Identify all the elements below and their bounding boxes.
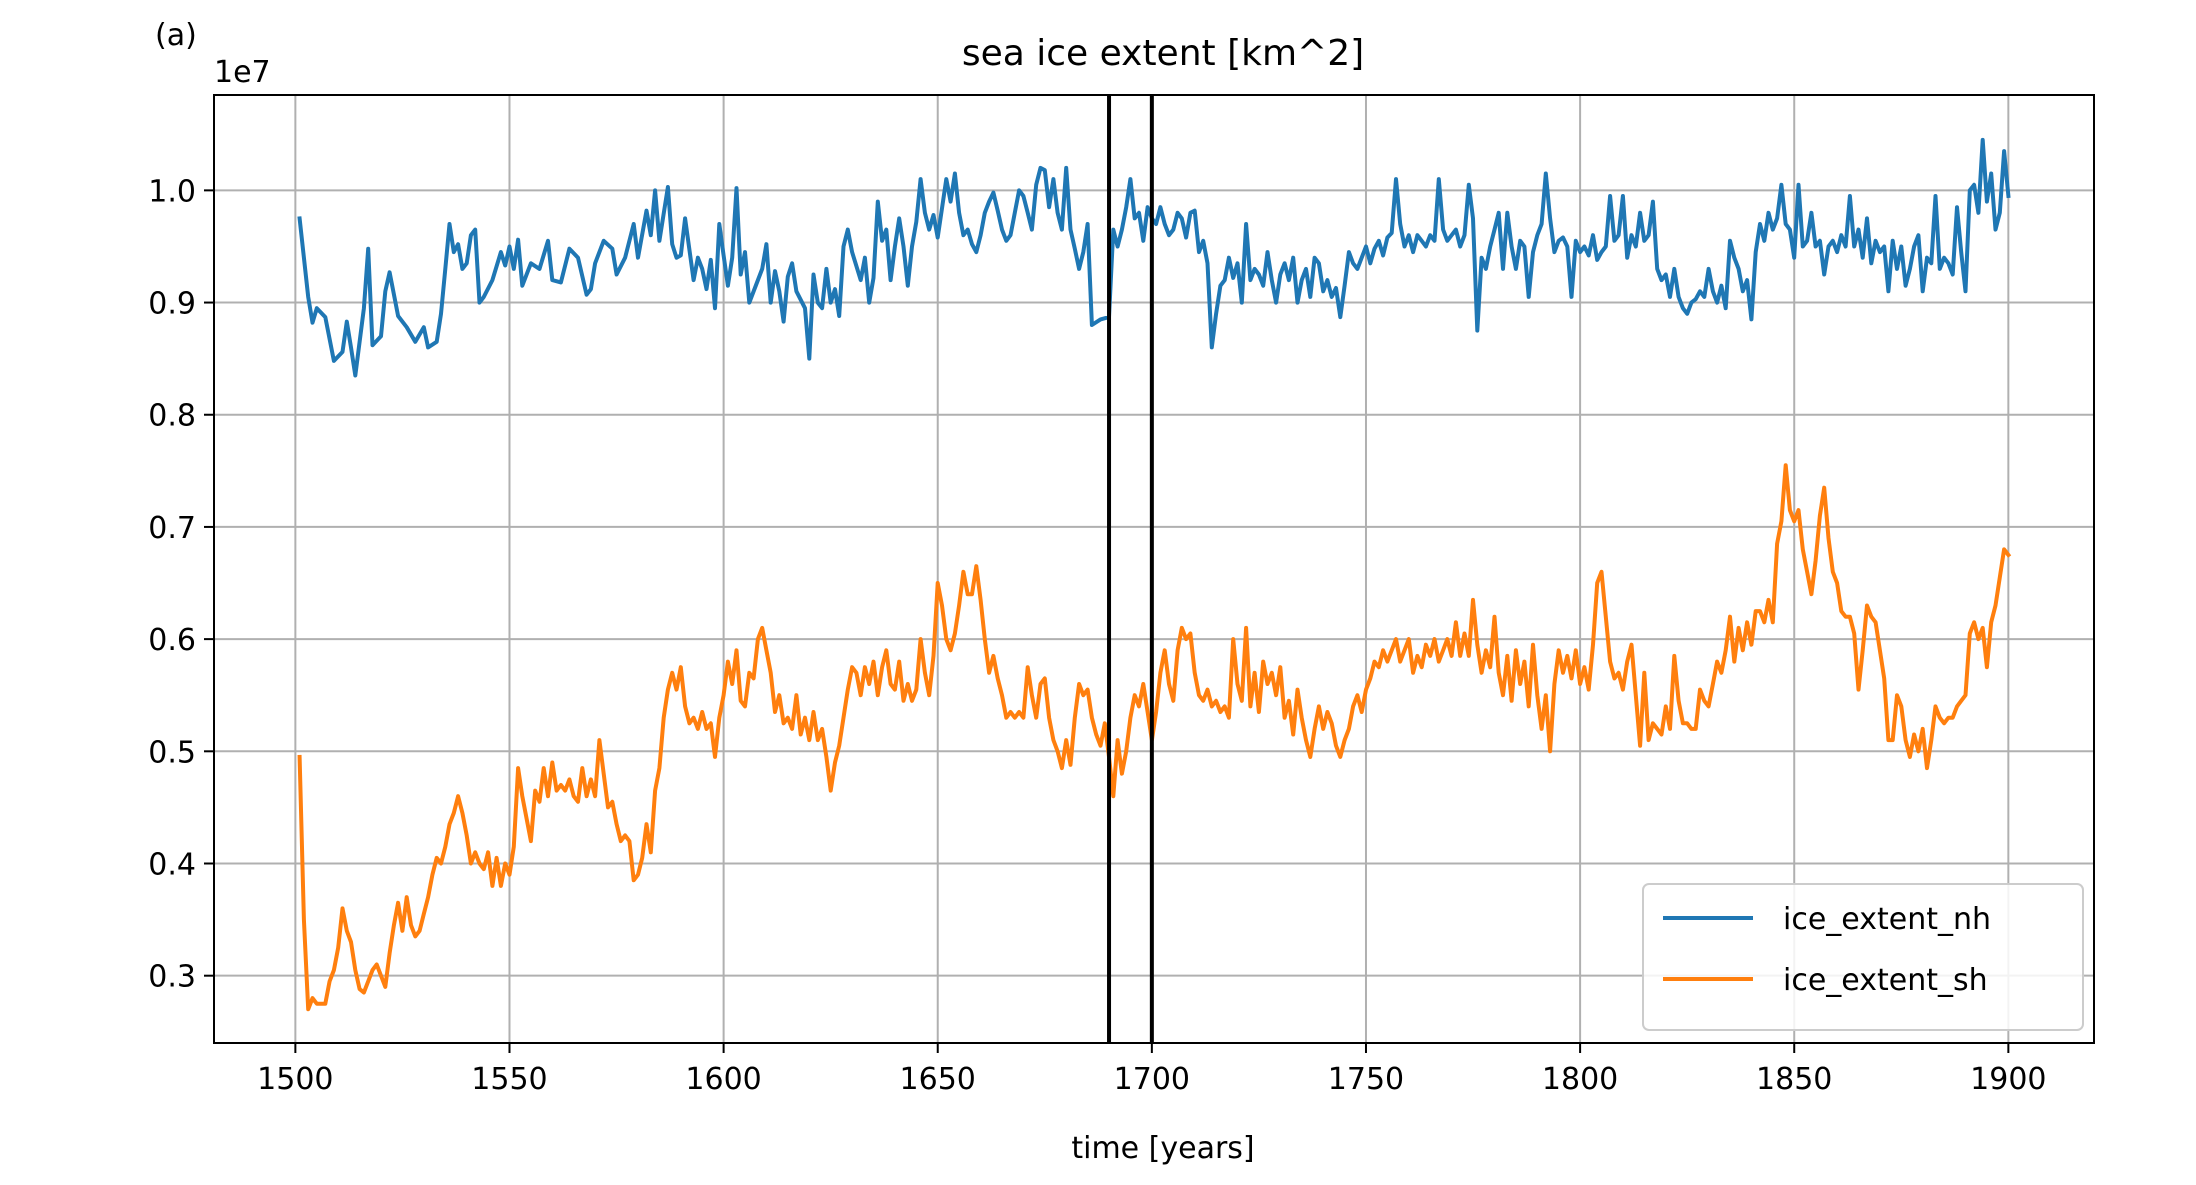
y-axis-ticks: 0.3 0.4 0.5 0.6 0.7 0.8 0.9 1.0 bbox=[148, 174, 214, 995]
axes-frame bbox=[213, 94, 2095, 1044]
x-tick-label: 1500 bbox=[257, 1062, 333, 1097]
legend: ice_extent_nh ice_extent_sh bbox=[1642, 883, 2084, 1031]
x-axis-ticks: 1500 1550 1600 1650 1700 1750 1800 1850 1900 bbox=[257, 1043, 2047, 1097]
x-tick-label: 1650 bbox=[900, 1062, 976, 1097]
y-offset-text: 1e7 bbox=[214, 55, 271, 90]
y-tick-label: 0.5 bbox=[148, 735, 196, 770]
legend-frame bbox=[1642, 883, 2084, 1031]
y-tick-label: 1.0 bbox=[148, 174, 196, 209]
series-line-ice_extent_sh bbox=[297, 463, 2012, 1012]
x-tick-label: 1850 bbox=[1756, 1062, 1832, 1097]
x-tick-label: 1700 bbox=[1114, 1062, 1190, 1097]
y-tick-label: 0.7 bbox=[148, 511, 196, 546]
legend-label-sh: ice_extent_sh bbox=[1783, 963, 1988, 998]
y-tick-label: 0.6 bbox=[148, 623, 196, 658]
x-tick-label: 1600 bbox=[685, 1062, 761, 1097]
series-lines bbox=[297, 137, 2012, 1012]
x-tick-label: 1800 bbox=[1542, 1062, 1618, 1097]
x-tick-label: 1900 bbox=[1970, 1062, 2046, 1097]
x-tick-label: 1550 bbox=[471, 1062, 547, 1097]
series-line-ice_extent_nh bbox=[297, 137, 2011, 378]
vertical-markers bbox=[1107, 95, 1154, 1043]
y-tick-label: 0.3 bbox=[148, 960, 196, 995]
chart-title: sea ice extent [km^2] bbox=[962, 33, 1364, 74]
x-axis-label: time [years] bbox=[1071, 1131, 1254, 1166]
panel-label: (a) bbox=[155, 18, 197, 53]
legend-label-nh: ice_extent_nh bbox=[1783, 902, 1991, 937]
y-tick-label: 0.8 bbox=[148, 399, 196, 434]
y-tick-label: 0.9 bbox=[148, 287, 196, 322]
x-tick-label: 1750 bbox=[1328, 1062, 1404, 1097]
y-tick-label: 0.4 bbox=[148, 847, 196, 882]
